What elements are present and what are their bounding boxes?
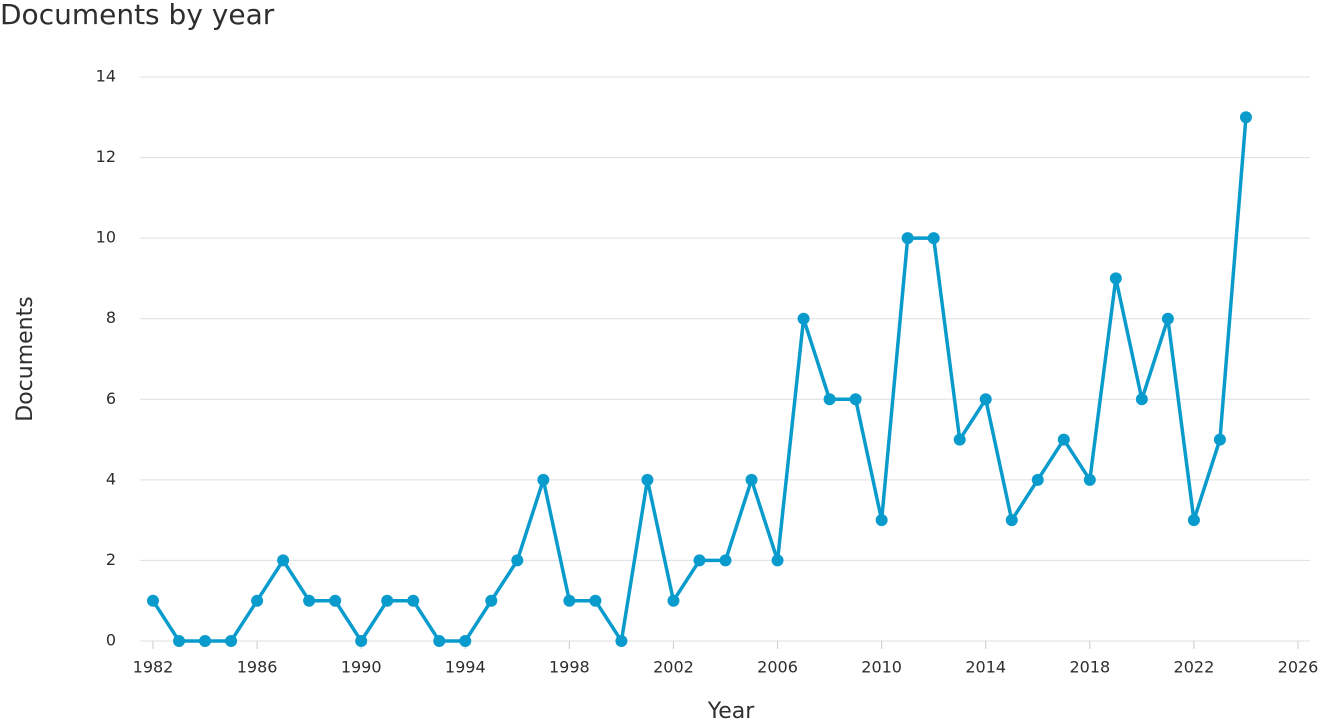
data-point <box>303 594 316 607</box>
x-tick-label: 1982 <box>133 658 174 677</box>
data-point <box>823 393 836 406</box>
data-point <box>407 594 420 607</box>
data-point <box>355 635 368 647</box>
y-tick-label: 10 <box>96 228 116 247</box>
x-tick-label: 1990 <box>341 658 382 677</box>
data-point <box>667 594 680 607</box>
data-point <box>199 635 212 647</box>
data-point <box>537 473 550 486</box>
y-tick-label: 0 <box>106 631 116 650</box>
data-point <box>1083 473 1096 486</box>
y-tick-label: 12 <box>96 147 116 166</box>
data-point <box>719 554 732 567</box>
data-point <box>1213 433 1226 446</box>
chart-title: Documents by year <box>0 0 275 31</box>
x-tick-label: 1998 <box>549 658 590 677</box>
data-point <box>875 514 888 527</box>
data-point <box>381 594 394 607</box>
data-point <box>797 312 810 325</box>
x-tick-label: 2006 <box>757 658 798 677</box>
data-point <box>1057 433 1070 446</box>
data-point <box>1187 514 1200 527</box>
data-point <box>147 594 159 607</box>
data-point <box>927 232 940 245</box>
x-tick-label: 2026 <box>1278 658 1319 677</box>
data-point <box>953 433 966 446</box>
data-point <box>1109 272 1122 285</box>
data-point <box>849 393 862 406</box>
y-axis-label: Documents <box>13 296 38 421</box>
data-point <box>1135 393 1148 406</box>
data-point <box>1031 473 1044 486</box>
data-point <box>641 473 654 486</box>
y-tick-label: 14 <box>96 67 116 86</box>
data-point <box>251 594 264 607</box>
data-point <box>1239 111 1252 124</box>
data-point <box>433 635 446 647</box>
data-point <box>1005 514 1018 527</box>
data-point <box>693 554 706 567</box>
data-point <box>771 554 784 567</box>
y-tick-label: 2 <box>106 550 116 569</box>
x-tick-label: 2002 <box>653 658 694 677</box>
x-tick-label: 2010 <box>861 658 902 677</box>
data-point <box>1161 312 1174 325</box>
x-tick-label: 2018 <box>1069 658 1110 677</box>
data-point <box>615 635 628 647</box>
data-point <box>511 554 524 567</box>
x-tick-label: 2022 <box>1174 658 1215 677</box>
x-axis-label: Year <box>707 699 756 723</box>
data-point <box>459 635 472 647</box>
data-point <box>589 594 602 607</box>
data-point <box>277 554 290 567</box>
y-tick-label: 6 <box>106 389 116 408</box>
data-point <box>745 473 758 486</box>
x-tick-label: 1994 <box>445 658 486 677</box>
data-point <box>225 635 238 647</box>
data-point <box>563 594 576 607</box>
y-tick-label: 4 <box>106 469 116 488</box>
data-point <box>901 232 914 245</box>
data-point <box>485 594 498 607</box>
data-point <box>173 635 186 647</box>
y-tick-label: 8 <box>106 308 116 327</box>
x-tick-label: 2014 <box>965 658 1006 677</box>
data-point <box>979 393 992 406</box>
x-tick-label: 1986 <box>237 658 278 677</box>
data-point <box>329 594 342 607</box>
